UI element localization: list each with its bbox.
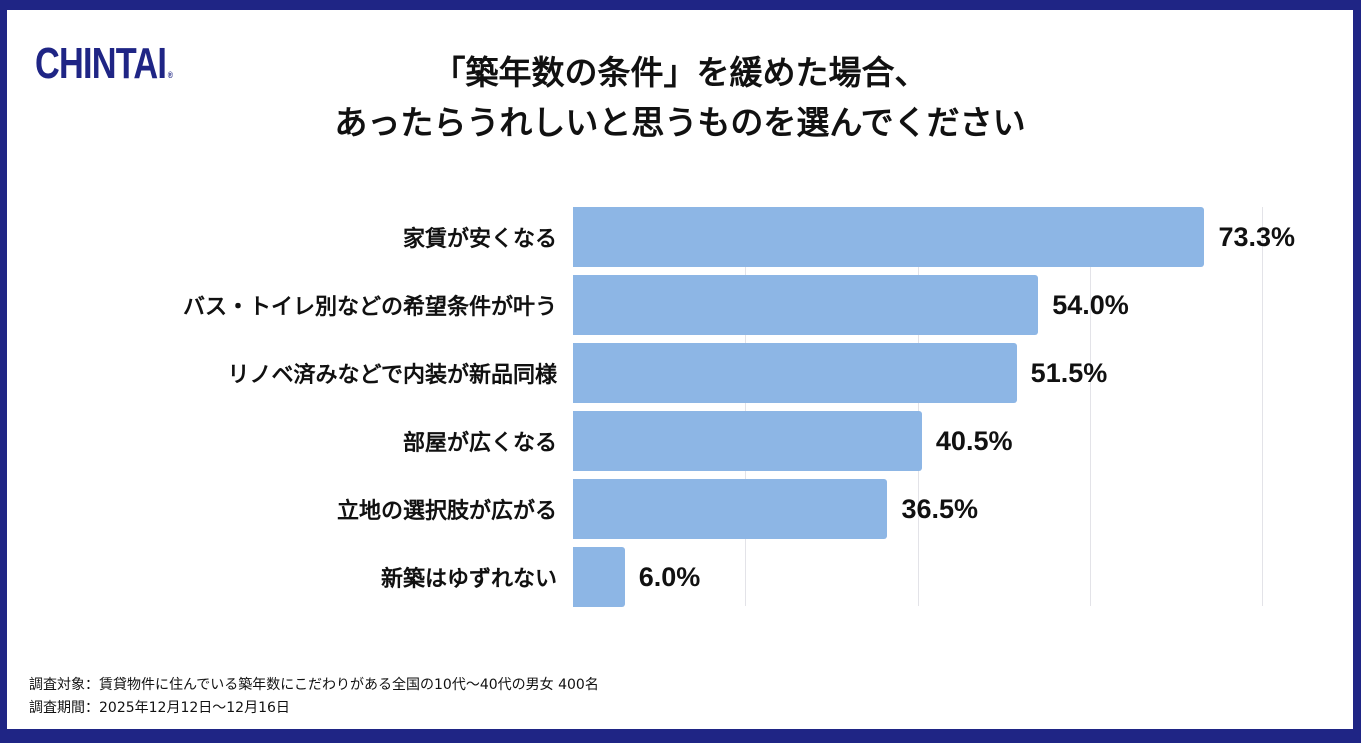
chintai-logo: CHINTAI ® bbox=[35, 39, 173, 88]
value-label: 54.0% bbox=[1052, 289, 1129, 320]
value-label: 40.5% bbox=[935, 425, 1013, 456]
bar bbox=[573, 547, 625, 607]
gridline-80 bbox=[1262, 207, 1264, 606]
title-line-1: 「築年数の条件」を緩めた場合、 bbox=[432, 53, 928, 92]
bar bbox=[573, 275, 1039, 335]
chart-card: CHINTAI ® 「築年数の条件」を緩めた場合、 あったらうれしいと思うものを選… bbox=[7, 10, 1353, 729]
bar-row: 部屋が広くなる 40.5% bbox=[7, 411, 1353, 471]
category-label: 部屋が広くなる bbox=[402, 431, 557, 456]
value-label: 6.0% bbox=[638, 561, 701, 592]
bar-row: 家賃が安くなる 73.3% bbox=[7, 207, 1353, 267]
value-label: 73.3% bbox=[1218, 221, 1296, 252]
bar-row: バス・トイレ別などの希望条件が叶う 54.0% bbox=[7, 275, 1353, 335]
gridline-60 bbox=[1089, 207, 1091, 606]
category-label: 家賃が安くなる bbox=[402, 227, 557, 252]
category-label: 立地の選択肢が広がる bbox=[336, 499, 557, 524]
bar-row: リノベ済みなどで内装が新品同様 51.5% bbox=[7, 343, 1353, 403]
bar bbox=[573, 479, 888, 539]
bar-row: 立地の選択肢が広がる 36.5% bbox=[7, 479, 1353, 539]
chart-title: 「築年数の条件」を緩めた場合、 あったらうれしいと思うものを選んでください bbox=[7, 48, 1353, 148]
value-label: 36.5% bbox=[901, 493, 978, 524]
survey-target-note: 調査対象：賃貸物件に住んでいる築年数にこだわりがある全国の10代〜40代の男女 … bbox=[29, 677, 599, 693]
category-label: リノベ済みなどで内装が新品同様 bbox=[227, 363, 557, 388]
bar-row: 新築はゆずれない 6.0% bbox=[7, 547, 1353, 607]
value-label: 51.5% bbox=[1030, 357, 1108, 388]
category-label: バス・トイレ別などの希望条件が叶う bbox=[182, 295, 557, 320]
bar bbox=[573, 411, 922, 471]
registered-mark: ® bbox=[167, 70, 173, 80]
bar-chart: 家賃が安くなる 73.3% バス・トイレ別などの希望条件が叶う 54.0% リノベ済みな… bbox=[7, 10, 1353, 729]
gridline-20 bbox=[745, 207, 747, 606]
gridline-40 bbox=[917, 207, 919, 606]
logo-text: CHINTAI bbox=[35, 39, 167, 88]
title-line-2: あったらうれしいと思うものを選んでください bbox=[334, 103, 1026, 142]
category-label: 新築はゆずれない bbox=[380, 567, 557, 592]
survey-period-note: 調査期間：2025年12月12日〜12月16日 bbox=[29, 700, 290, 716]
bar bbox=[573, 343, 1017, 403]
bar bbox=[573, 207, 1205, 267]
